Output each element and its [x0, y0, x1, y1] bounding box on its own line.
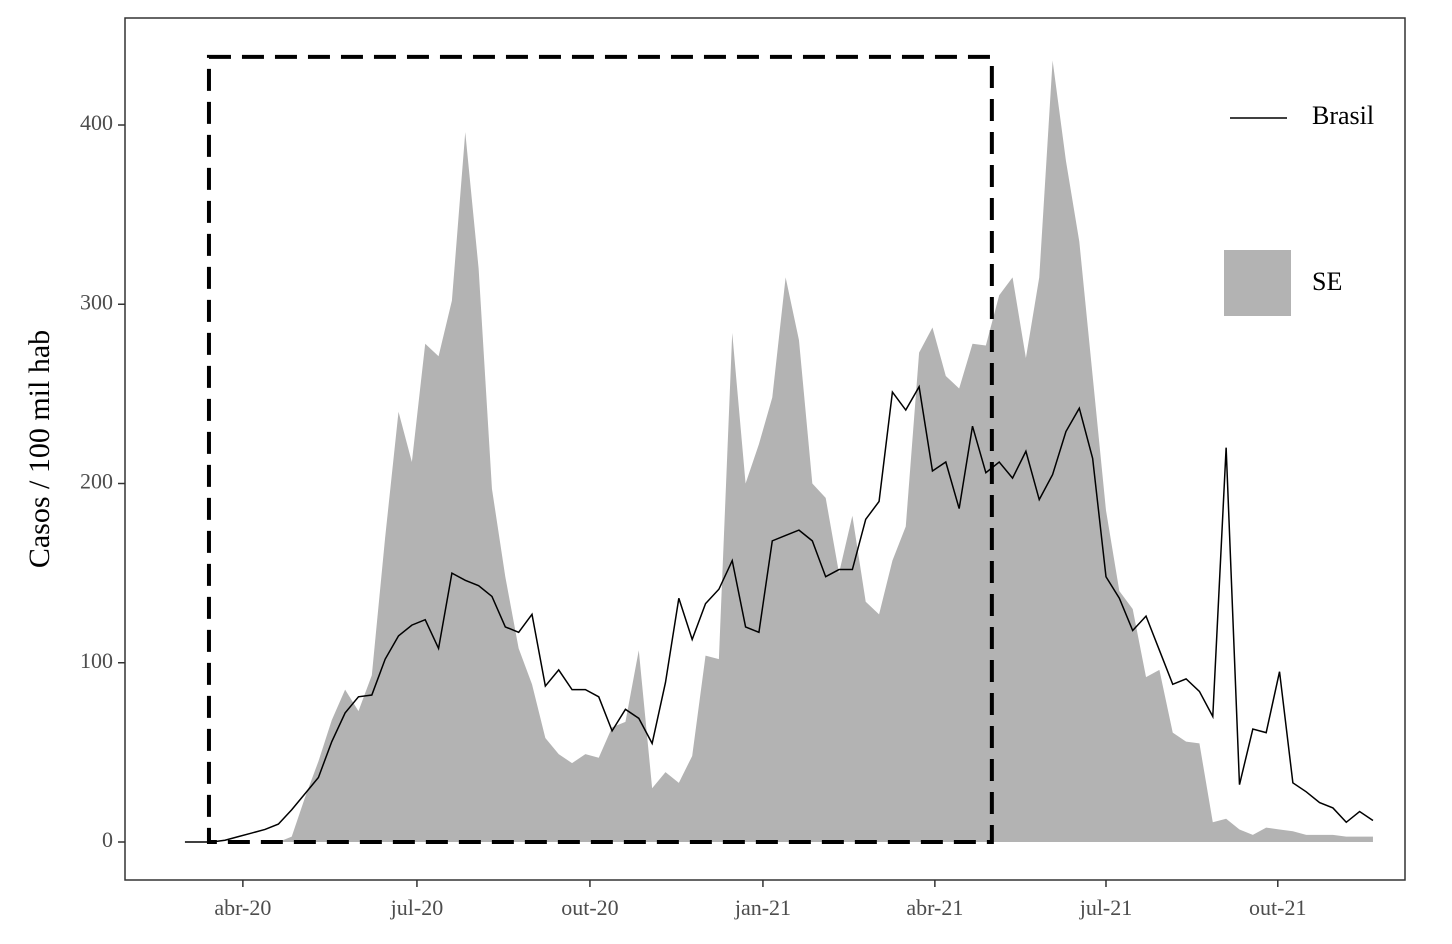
highlight-box: [206, 54, 994, 844]
x-tick-label: jul-21: [1079, 895, 1133, 920]
x-tick-label: jan-21: [734, 895, 791, 920]
x-tick-label: out-20: [561, 895, 618, 920]
y-tick-label: 400: [80, 110, 113, 135]
y-tick-label: 100: [80, 648, 113, 673]
y-tick-label: 200: [80, 469, 113, 494]
x-tick-label: abr-21: [906, 895, 963, 920]
plot-frame: [124, 17, 1406, 881]
x-tick-label: abr-20: [214, 895, 271, 920]
legend-swatch: [1224, 250, 1291, 316]
line: [184, 384, 1374, 843]
y-tick-label: 300: [80, 289, 113, 314]
y-tick-label: 0: [102, 827, 113, 852]
x-tick-label: jul-20: [390, 895, 444, 920]
x-tick-label: out-21: [1249, 895, 1306, 920]
y-axis-label: Casos / 100 mil hab: [23, 330, 56, 568]
area: [184, 60, 1373, 842]
legend-label: SE: [1312, 267, 1342, 296]
legend-label: Brasil: [1312, 101, 1374, 130]
